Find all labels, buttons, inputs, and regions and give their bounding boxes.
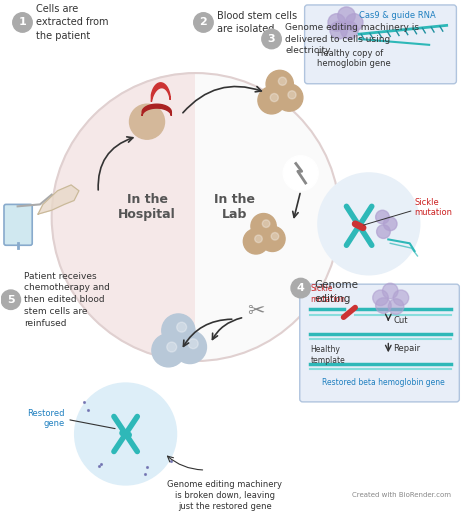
Circle shape xyxy=(376,298,391,313)
Circle shape xyxy=(258,87,285,114)
Circle shape xyxy=(328,14,346,31)
Text: Healthy
template: Healthy template xyxy=(310,346,345,365)
Circle shape xyxy=(393,290,409,305)
Circle shape xyxy=(152,334,185,367)
Circle shape xyxy=(337,7,355,24)
Circle shape xyxy=(1,290,20,310)
Circle shape xyxy=(177,322,187,332)
Text: 5: 5 xyxy=(7,295,15,305)
Text: Sickle
mutation: Sickle mutation xyxy=(415,198,453,217)
Polygon shape xyxy=(151,83,170,102)
Circle shape xyxy=(255,235,262,243)
Circle shape xyxy=(291,278,310,298)
Circle shape xyxy=(188,338,198,349)
Circle shape xyxy=(346,14,363,31)
Text: In the
Hospital: In the Hospital xyxy=(118,194,176,221)
Text: Cells are
extracted from
the patient: Cells are extracted from the patient xyxy=(36,4,109,41)
Wedge shape xyxy=(52,73,196,361)
FancyBboxPatch shape xyxy=(4,204,32,245)
Text: ✂: ✂ xyxy=(247,301,265,321)
Text: Sickle
mutation: Sickle mutation xyxy=(310,284,346,303)
Circle shape xyxy=(243,229,269,254)
Text: Genome editing machinery
is broken down, leaving
just the restored gene: Genome editing machinery is broken down,… xyxy=(167,480,283,511)
Circle shape xyxy=(288,91,296,99)
Circle shape xyxy=(383,283,398,299)
Circle shape xyxy=(271,233,279,240)
Text: Repair: Repair xyxy=(393,344,420,353)
Circle shape xyxy=(276,84,303,111)
Circle shape xyxy=(173,330,207,364)
Circle shape xyxy=(376,210,389,224)
Polygon shape xyxy=(38,185,79,214)
Circle shape xyxy=(388,299,404,314)
Text: Genome
editing: Genome editing xyxy=(314,280,358,303)
Text: Healthy copy of
hemoglobin gene: Healthy copy of hemoglobin gene xyxy=(317,49,391,68)
Wedge shape xyxy=(196,73,340,361)
Circle shape xyxy=(341,22,358,39)
Text: 1: 1 xyxy=(18,18,27,27)
Text: 3: 3 xyxy=(268,34,275,44)
Text: In the
Lab: In the Lab xyxy=(214,194,255,221)
Text: 4: 4 xyxy=(297,283,305,293)
Text: 2: 2 xyxy=(200,18,207,27)
Text: Genome editing machinery is
delivered to cells using
electricity: Genome editing machinery is delivered to… xyxy=(285,23,419,55)
Circle shape xyxy=(262,220,270,228)
Circle shape xyxy=(129,104,164,139)
FancyBboxPatch shape xyxy=(305,5,456,84)
Text: Created with BioRender.com: Created with BioRender.com xyxy=(352,492,451,498)
Circle shape xyxy=(194,13,213,32)
Circle shape xyxy=(262,29,281,49)
Circle shape xyxy=(383,217,397,231)
Text: Cut: Cut xyxy=(393,316,408,325)
Text: Patient receives
chemotherapy and
then edited blood
stem cells are
reinfused: Patient receives chemotherapy and then e… xyxy=(25,271,110,328)
Circle shape xyxy=(13,13,32,32)
Circle shape xyxy=(377,225,390,238)
Circle shape xyxy=(251,214,276,239)
Text: Restored beta hemoglobin gene: Restored beta hemoglobin gene xyxy=(322,378,445,386)
Text: Blood stem cells
are isolated: Blood stem cells are isolated xyxy=(217,11,297,34)
Text: Cas9 & guide RNA: Cas9 & guide RNA xyxy=(359,11,436,20)
Circle shape xyxy=(266,70,293,98)
Circle shape xyxy=(162,314,195,347)
Circle shape xyxy=(260,226,285,251)
Circle shape xyxy=(270,93,278,102)
Polygon shape xyxy=(142,104,171,116)
Circle shape xyxy=(373,290,388,305)
Circle shape xyxy=(75,383,176,485)
FancyBboxPatch shape xyxy=(300,284,459,402)
Circle shape xyxy=(318,173,419,275)
Circle shape xyxy=(278,77,286,85)
Circle shape xyxy=(330,22,347,39)
Circle shape xyxy=(283,156,318,191)
Circle shape xyxy=(167,342,177,352)
Text: Restored
gene: Restored gene xyxy=(27,409,64,428)
